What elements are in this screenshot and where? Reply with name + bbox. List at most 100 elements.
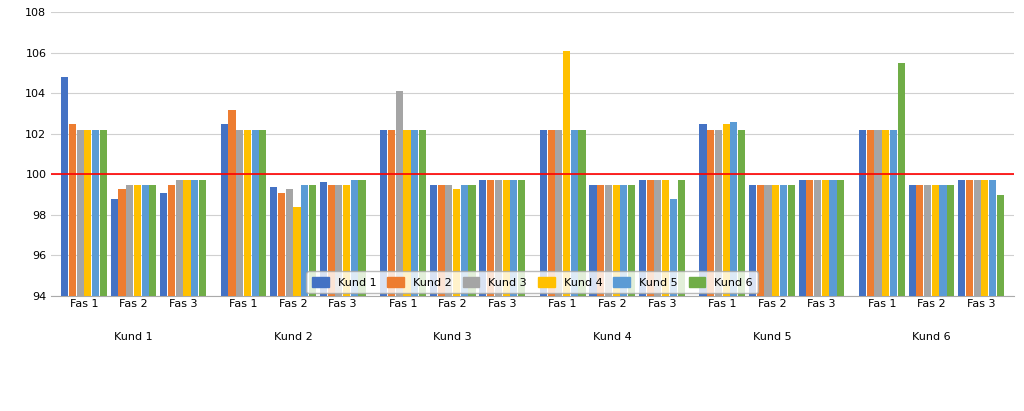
Bar (699, 124, 707, 296)
Bar (628, 185, 635, 296)
Bar (916, 185, 924, 296)
Bar (278, 193, 285, 296)
Bar (738, 130, 745, 296)
Bar (301, 185, 308, 296)
Bar (708, 130, 715, 296)
Bar (259, 130, 266, 296)
Bar (461, 185, 468, 296)
Bar (510, 180, 517, 296)
Bar (134, 185, 141, 296)
Bar (996, 195, 1004, 296)
Bar (749, 185, 756, 296)
Bar (555, 130, 562, 296)
Bar (437, 185, 444, 296)
Bar (639, 180, 646, 296)
Bar (183, 180, 190, 296)
Bar (730, 122, 737, 296)
Bar (199, 180, 206, 296)
Bar (412, 130, 418, 296)
Bar (772, 185, 779, 296)
Text: Kund 2: Kund 2 (273, 332, 312, 342)
Bar (479, 180, 486, 296)
Bar (119, 189, 126, 296)
Bar (787, 185, 795, 296)
Bar (890, 130, 897, 296)
Bar (989, 180, 996, 296)
Bar (430, 185, 437, 296)
Bar (540, 130, 547, 296)
Bar (757, 185, 764, 296)
Text: Kund 5: Kund 5 (753, 332, 792, 342)
Bar (228, 110, 236, 296)
Bar (908, 185, 915, 296)
Bar (612, 185, 620, 296)
Bar (898, 63, 905, 296)
Bar (590, 185, 597, 296)
Bar (380, 130, 387, 296)
Bar (866, 130, 873, 296)
Bar (882, 130, 889, 296)
Bar (453, 189, 460, 296)
Bar (61, 77, 69, 296)
Bar (974, 180, 981, 296)
Bar (780, 185, 787, 296)
Bar (160, 193, 167, 296)
Bar (319, 182, 327, 296)
Bar (168, 185, 175, 296)
Bar (77, 130, 84, 296)
Bar (395, 91, 402, 296)
Bar (69, 124, 76, 296)
Bar (126, 185, 133, 296)
Bar (221, 124, 227, 296)
Bar (838, 180, 844, 296)
Text: Kund 3: Kund 3 (433, 332, 472, 342)
Bar (244, 130, 251, 296)
Bar (84, 130, 91, 296)
Bar (309, 185, 316, 296)
Bar (403, 130, 411, 296)
Legend: Kund 1, Kund 2, Kund 3, Kund 4, Kund 5, Kund 6: Kund 1, Kund 2, Kund 3, Kund 4, Kund 5, … (306, 271, 759, 293)
Bar (99, 130, 106, 296)
Bar (966, 180, 973, 296)
Bar (821, 180, 828, 296)
Bar (252, 130, 259, 296)
Bar (111, 199, 118, 296)
Bar (924, 185, 931, 296)
Text: Kund 6: Kund 6 (912, 332, 950, 342)
Bar (829, 180, 837, 296)
Bar (191, 180, 199, 296)
Bar (548, 130, 555, 296)
Bar (518, 180, 525, 296)
Bar (445, 185, 453, 296)
Bar (358, 180, 366, 296)
Bar (859, 130, 866, 296)
Bar (343, 185, 350, 296)
Bar (350, 180, 357, 296)
Bar (92, 130, 99, 296)
Text: Kund 1: Kund 1 (115, 332, 153, 342)
Bar (570, 130, 578, 296)
Bar (663, 180, 670, 296)
Bar (150, 185, 157, 296)
Bar (647, 180, 653, 296)
Bar (335, 185, 342, 296)
Bar (678, 180, 685, 296)
Bar (419, 130, 426, 296)
Bar (328, 185, 335, 296)
Bar (670, 199, 677, 296)
Bar (947, 185, 954, 296)
Bar (765, 185, 771, 296)
Bar (874, 130, 882, 296)
Bar (621, 185, 628, 296)
Bar (939, 185, 946, 296)
Bar (981, 180, 988, 296)
Bar (958, 180, 966, 296)
Text: Kund 4: Kund 4 (593, 332, 632, 342)
Bar (605, 185, 612, 296)
Bar (806, 180, 813, 296)
Bar (141, 185, 148, 296)
Bar (468, 185, 475, 296)
Bar (237, 130, 244, 296)
Bar (814, 180, 821, 296)
Bar (654, 180, 662, 296)
